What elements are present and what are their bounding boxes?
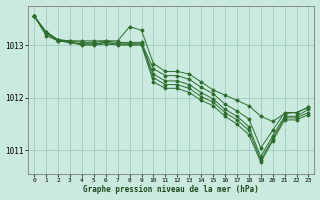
X-axis label: Graphe pression niveau de la mer (hPa): Graphe pression niveau de la mer (hPa) bbox=[84, 185, 259, 194]
